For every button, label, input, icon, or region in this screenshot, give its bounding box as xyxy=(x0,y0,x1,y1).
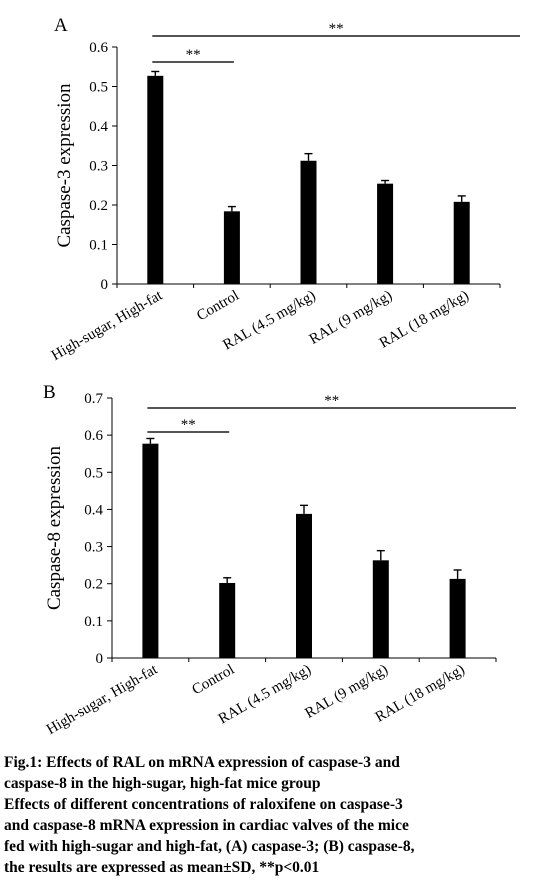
bar xyxy=(219,582,236,658)
significance-label: ** xyxy=(181,417,196,433)
significance-label: ** xyxy=(329,21,344,37)
y-tick-label: 0.1 xyxy=(89,238,108,254)
caption-line: Fig.1: Effects of RAL on mRNA expression… xyxy=(4,754,400,771)
bar xyxy=(223,211,240,284)
bar xyxy=(453,201,470,284)
caption-line: Effects of different concentrations of r… xyxy=(4,796,403,813)
chart-caspase-3: A 0 0.1 0.2 0.3 0.4 0.5 0.6 Caspase-3 expression… xyxy=(49,15,520,364)
caption-line: fed with high-sugar and high-fat, (A) ca… xyxy=(4,838,415,855)
bar xyxy=(449,578,466,658)
caption-line: and caspase-8 mRNA expression in cardiac… xyxy=(4,817,409,834)
significance-label: ** xyxy=(186,47,201,63)
y-tick-label: 0.3 xyxy=(84,540,103,556)
y-axis-label: Caspase-3 expression xyxy=(54,83,75,248)
bar xyxy=(300,160,317,284)
y-tick-label: 0 xyxy=(96,651,104,667)
x-tick-label: Control xyxy=(194,288,242,325)
y-tick-label: 0.3 xyxy=(89,159,108,175)
significance-label: ** xyxy=(324,393,339,409)
x-tick-label: High-sugar, High-fat xyxy=(44,661,161,738)
y-tick-label: 0.5 xyxy=(89,80,108,96)
y-tick-label: 0.4 xyxy=(89,119,108,135)
y-tick-label: 0 xyxy=(101,277,109,293)
x-tick-label: Control xyxy=(189,662,237,699)
y-tick-label: 0.5 xyxy=(84,465,103,481)
y-tick-label: 0.6 xyxy=(84,428,103,444)
y-tick-label: 0.4 xyxy=(84,502,103,518)
bar xyxy=(142,443,159,658)
y-tick-label: 0.2 xyxy=(89,198,108,214)
y-tick-label: 0.7 xyxy=(84,391,103,407)
y-tick-label: 0.2 xyxy=(84,577,103,593)
chart-caspase-8: B 0 0.1 0.2 0.3 0.4 0.5 0.6 0.7 Caspase-8 express… xyxy=(43,382,516,738)
x-tick-label: High-sugar, High-fat xyxy=(49,287,166,364)
bar xyxy=(147,75,164,285)
y-tick-label: 0.1 xyxy=(84,614,103,630)
bar xyxy=(377,183,394,284)
caption-line: the results are expressed as mean±SD, **… xyxy=(4,859,320,876)
y-tick-label: 0.6 xyxy=(89,40,108,56)
figure-caption: Fig.1: Effects of RAL on mRNA expression… xyxy=(4,752,529,878)
panel-label: B xyxy=(43,382,56,403)
panel-label: A xyxy=(54,15,68,36)
y-axis-label: Caspase-8 expression xyxy=(44,445,65,610)
caption-line: caspase-8 in the high-sugar, high-fat mi… xyxy=(4,775,321,792)
bar xyxy=(372,560,389,658)
bar xyxy=(296,513,312,658)
